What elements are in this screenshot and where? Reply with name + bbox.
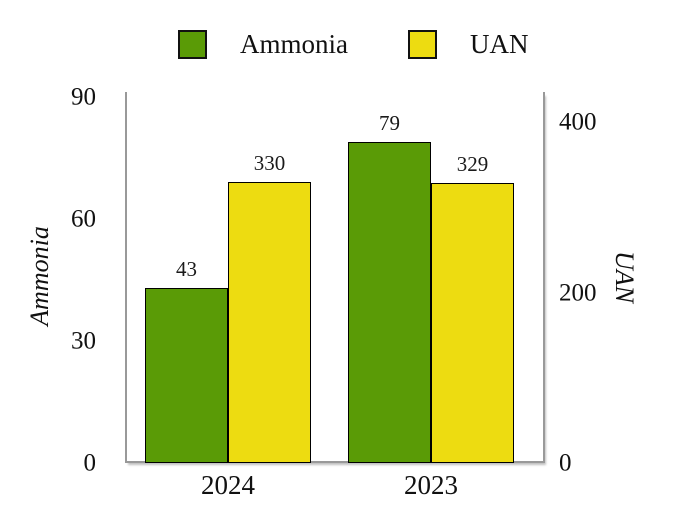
bar-uan-2023 (431, 183, 514, 463)
left-axis-tick-0: 0 (83, 449, 97, 477)
bar-value-label-uan-2023: 329 (456, 152, 489, 176)
bar-ammonia-2023 (348, 142, 431, 463)
right-axis-tick-200: 200 (559, 279, 597, 306)
legend-item-uan: UAN (408, 30, 529, 59)
right-axis-tick-400: 400 (559, 108, 597, 136)
right-axis-tick-0: 0 (559, 449, 572, 477)
bar-value-label-uan-2024: 330 (253, 151, 286, 175)
bar-value-label-ammonia-2023: 79 (379, 111, 400, 135)
legend-swatch-uan (408, 30, 437, 59)
x-axis-label-2023: 2023 (404, 470, 458, 500)
legend-item-ammonia: Ammonia (178, 30, 348, 59)
legend: Ammonia UAN (178, 30, 529, 59)
left-axis-title: Ammonia (25, 226, 54, 326)
bar-value-label-ammonia-2024: 43 (176, 257, 197, 281)
bar-ammonia-2024 (145, 288, 228, 463)
legend-swatch-ammonia (178, 30, 207, 59)
legend-label-uan: UAN (470, 29, 529, 59)
bar-uan-2024 (228, 182, 311, 463)
plot-area (125, 92, 545, 463)
left-axis-tick-60: 60 (71, 205, 96, 233)
legend-label-ammonia: Ammonia (240, 29, 348, 59)
left-axis-tick-30: 30 (71, 327, 96, 355)
x-axis-label-2024: 2024 (201, 470, 255, 500)
left-axis-tick-90: 90 (71, 83, 96, 111)
